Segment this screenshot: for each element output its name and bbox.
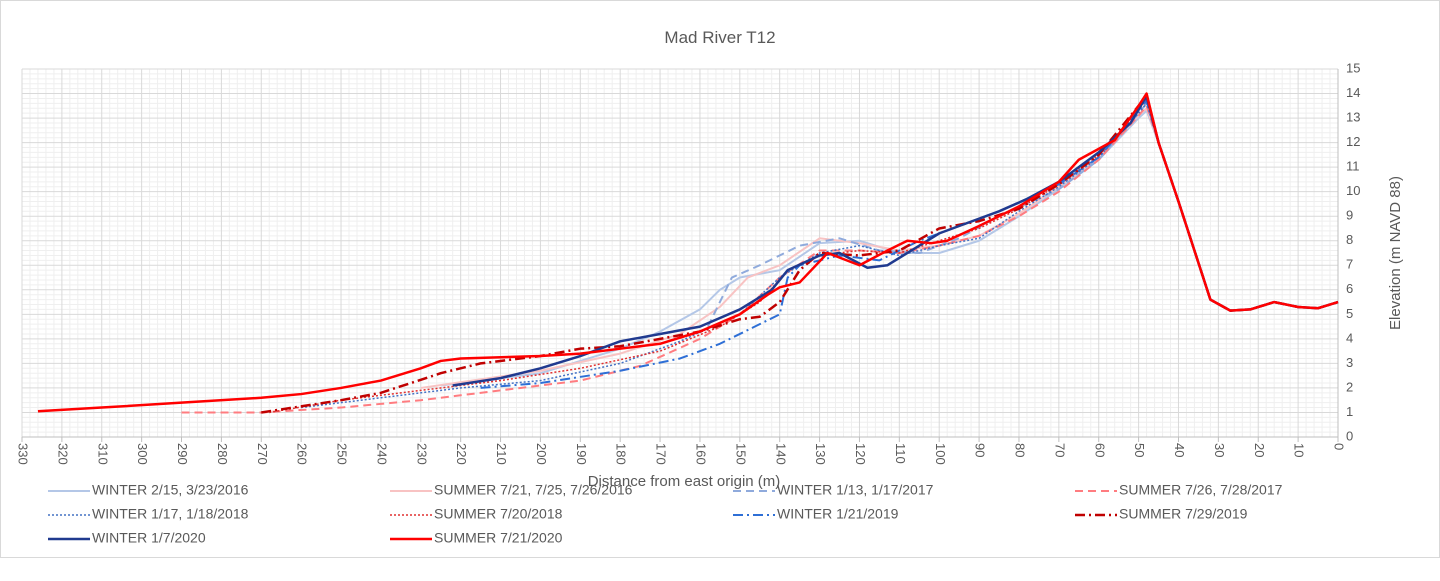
x-tick-label: 200 — [534, 443, 549, 465]
x-tick-label: 10 — [1292, 443, 1307, 457]
x-tick-label: 180 — [614, 443, 629, 465]
x-tick-label: 220 — [454, 443, 469, 465]
x-tick-label: 160 — [694, 443, 709, 465]
x-tick-label: 300 — [135, 443, 150, 465]
y-tick-label: 12 — [1346, 134, 1360, 149]
x-tick-label: 60 — [1092, 443, 1107, 457]
y-axis-label: Elevation (m NAVD 88) — [1387, 176, 1404, 330]
y-tick-label: 14 — [1346, 85, 1360, 100]
x-tick-label: 100 — [933, 443, 948, 465]
x-tick-label: 30 — [1212, 443, 1227, 457]
x-tick-label: 140 — [773, 443, 788, 465]
x-tick-label: 90 — [973, 443, 988, 457]
legend-label: WINTER 2/15, 3/23/2016 — [92, 482, 249, 498]
chart-title: Mad River T12 — [664, 28, 775, 47]
legend-label: SUMMER 7/21/2020 — [434, 530, 563, 546]
x-tick-label: 110 — [893, 443, 908, 464]
legend-label: WINTER 1/7/2020 — [92, 530, 206, 546]
y-tick-label: 8 — [1346, 232, 1353, 247]
x-tick-label: 240 — [374, 443, 389, 465]
x-tick-label: 250 — [335, 443, 350, 465]
y-tick-label: 15 — [1346, 60, 1360, 75]
x-tick-label: 210 — [494, 443, 509, 465]
series-line — [261, 94, 1339, 414]
legend-label: WINTER 1/17, 1/18/2018 — [92, 506, 249, 522]
x-tick-label: 310 — [95, 443, 110, 465]
x-tick-label: 320 — [55, 443, 70, 465]
x-tick-label: 270 — [255, 443, 270, 465]
x-axis-label: Distance from east origin (m) — [588, 473, 781, 490]
x-tick-label: 330 — [16, 443, 31, 465]
legend-label: SUMMER 7/21, 7/25, 7/26/2016 — [434, 482, 633, 498]
legend-label: WINTER 1/13, 1/17/2017 — [777, 482, 934, 498]
x-tick-label: 40 — [1172, 443, 1187, 457]
series-line — [301, 102, 1339, 409]
y-tick-label: 6 — [1346, 281, 1353, 296]
x-tick-label: 0 — [1332, 443, 1347, 450]
x-tick-label: 280 — [215, 443, 230, 465]
x-tick-label: 120 — [853, 443, 868, 465]
x-tick-label: 80 — [1013, 443, 1028, 457]
x-tick-label: 130 — [813, 443, 828, 465]
x-tick-label: 260 — [295, 443, 310, 465]
series-line — [37, 92, 1339, 413]
y-tick-label: 13 — [1346, 110, 1360, 125]
y-tick-label: 4 — [1346, 330, 1353, 345]
y-tick-label: 2 — [1346, 379, 1353, 394]
legend-label: WINTER 1/21/2019 — [777, 506, 899, 522]
x-tick-label: 230 — [414, 443, 429, 465]
legend-label: SUMMER 7/26, 7/28/2017 — [1119, 482, 1283, 498]
y-tick-label: 3 — [1346, 355, 1353, 370]
legend-label: SUMMER 7/20/2018 — [434, 506, 563, 522]
y-tick-label: 5 — [1346, 306, 1353, 321]
y-tick-label: 9 — [1346, 208, 1353, 223]
x-tick-label: 190 — [574, 443, 589, 465]
legend-label: SUMMER 7/29/2019 — [1119, 506, 1248, 522]
y-tick-label: 10 — [1346, 183, 1360, 198]
x-tick-label: 70 — [1052, 443, 1067, 457]
x-tick-label: 150 — [733, 443, 748, 465]
y-tick-label: 1 — [1346, 404, 1353, 419]
x-tick-label: 20 — [1252, 443, 1267, 457]
y-tick-label: 7 — [1346, 257, 1353, 272]
y-tick-label: 0 — [1346, 428, 1353, 443]
y-tick-label: 11 — [1346, 159, 1360, 174]
series-line — [181, 104, 1339, 414]
x-tick-label: 50 — [1132, 443, 1147, 457]
x-tick-label: 290 — [175, 443, 190, 465]
x-tick-label: 170 — [654, 443, 669, 465]
